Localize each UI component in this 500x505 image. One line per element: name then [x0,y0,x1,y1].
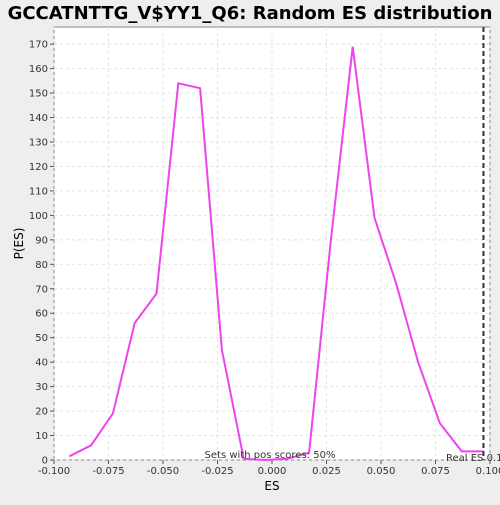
y-tick-label: 170 [29,40,48,51]
y-tick-label: 80 [35,260,48,271]
y-tick-label: 150 [29,89,48,100]
y-tick-label: 110 [29,186,48,197]
y-tick-label: 100 [29,211,48,222]
y-tick-label: 40 [35,358,48,369]
y-axis-label: P(ES) [12,228,26,260]
real-es-annotation: Real ES 0.1 [446,453,500,464]
x-tick-label: 0.025 [312,466,341,477]
series-line [68,46,484,462]
y-tick-label: 70 [35,284,48,295]
y-tick-label: 120 [29,162,48,173]
pos-scores-annotation: Sets with pos scores: 50% [205,450,336,461]
y-tick-label: 90 [35,235,48,246]
x-tick-label: 0.050 [367,466,396,477]
series-group [68,46,484,462]
x-axis: -0.100 -0.075 -0.050 -0.025 0.000 0.025 0.050 0… [38,460,500,477]
x-tick-label: 0.075 [421,466,450,477]
y-tick-label: 60 [35,309,48,320]
grid-lines [53,27,491,461]
x-tick-label: -0.075 [92,466,124,477]
y-tick-label: 140 [29,113,48,124]
y-tick-label: 20 [35,407,48,418]
y-tick-label: 10 [35,431,48,442]
y-tick-label: 160 [29,64,48,75]
y-tick-label: 0 [42,456,48,467]
y-tick-label: 30 [35,382,48,393]
y-axis: 0 10 20 30 40 50 60 70 80 90 100 110 120 130 140 150 160… [29,40,54,467]
x-axis-label: ES [264,479,279,493]
x-tick-label: 0.000 [258,466,287,477]
x-tick-label: -0.100 [38,466,70,477]
x-tick-label: -0.050 [147,466,179,477]
y-tick-label: 50 [35,333,48,344]
x-tick-label: -0.025 [201,466,233,477]
y-tick-label: 130 [29,137,48,148]
x-tick-label: 0.100 [476,466,500,477]
chart-title: GCCATNTTG_V$YY1_Q6: Random ES distributi… [8,3,493,24]
